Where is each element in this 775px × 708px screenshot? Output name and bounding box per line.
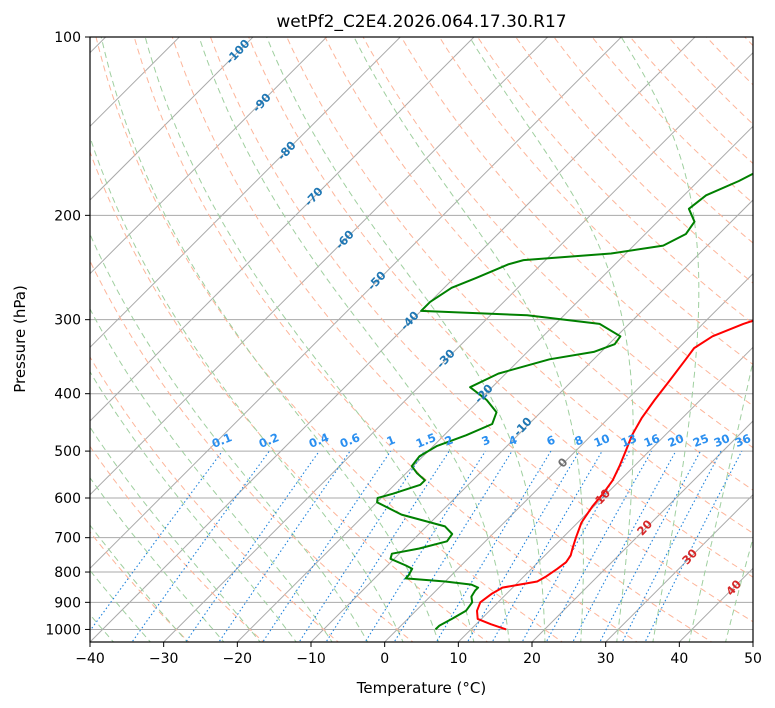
isotherm-line (90, 37, 475, 422)
moist-adiabat-line (198, 37, 510, 642)
dry-adiabat-line (515, 37, 753, 284)
mixing-ratio-line (621, 450, 722, 642)
x-tick-label: 40 (670, 651, 688, 667)
mixing-ratio-line (90, 450, 223, 632)
x-tick-label: −40 (75, 651, 105, 667)
mixing-ratio-line (218, 450, 351, 642)
dry-adiabat-line (90, 445, 265, 642)
y-tick-label: 500 (54, 444, 81, 460)
mixing-ratio-label: 25 (691, 431, 711, 450)
isotherm-line (90, 37, 623, 570)
y-tick-label: 300 (54, 313, 81, 329)
x-tick-label: −10 (296, 651, 326, 667)
mixing-ratio-line (364, 450, 486, 642)
dry-adiabat-line (133, 37, 638, 642)
moist-adiabat-line (266, 37, 546, 642)
dry-adiabat-line (95, 37, 564, 642)
moist-adiabat-line (90, 232, 369, 642)
moist-adiabat-line (90, 370, 297, 642)
plot-area (90, 37, 753, 642)
moist-adiabat-line (90, 135, 404, 642)
y-tick-label: 600 (54, 491, 81, 507)
x-tick-label: 50 (744, 651, 762, 667)
mixing-ratio-label: 13 (619, 431, 639, 450)
isotherm-line (90, 37, 549, 496)
x-tick-label: 30 (597, 651, 615, 667)
mixing-ratio-label: 10 (592, 431, 612, 450)
dry-adiabat-line (90, 259, 414, 642)
series-lines (376, 172, 753, 631)
isotherm-line (310, 199, 753, 642)
isotherm-line (383, 272, 753, 642)
isotherm-line (90, 37, 402, 349)
mixing-ratio-line (298, 450, 425, 642)
mixing-ratio-line (185, 450, 320, 642)
moist-adiabat-line (688, 358, 753, 642)
y-tick-label: 900 (54, 595, 81, 611)
y-tick-label: 400 (54, 387, 81, 403)
x-axis: −40 −30 −20 −10 0 10 20 30 40 50 (75, 642, 762, 667)
y-tick-label: 800 (54, 565, 81, 581)
dewpoint-line (376, 172, 753, 631)
moist-adiabat-line (353, 37, 584, 642)
x-tick-label: −20 (223, 651, 253, 667)
isotherm-line (90, 37, 254, 201)
moist-adiabat-line (469, 37, 634, 642)
moist-adiabat-line (90, 524, 188, 642)
mixing-ratio-label: 20 (666, 431, 686, 450)
isotherm-line (90, 37, 696, 642)
mixing-ratio-label: 30 (712, 431, 732, 450)
isotherm-line (90, 37, 328, 275)
isotherm-line (162, 51, 753, 642)
moist-adiabat-line (90, 476, 225, 642)
chart-title: wetPf2_C2E4.2026.064.17.30.R17 (276, 12, 566, 32)
x-tick-label: 10 (449, 651, 467, 667)
x-axis-label: Temperature (°C) (356, 679, 486, 697)
dry-adiabat-line (209, 37, 753, 623)
mixing-ratio-lines (90, 450, 743, 642)
y-axis-label: Pressure (hPa) (11, 285, 29, 393)
mixing-ratio-line (599, 450, 701, 642)
mixing-ratio-line (325, 450, 450, 642)
x-tick-label: −30 (149, 651, 179, 667)
y-tick-label: 100 (54, 30, 81, 46)
isotherm-grid (90, 37, 753, 642)
isotherm-line (531, 420, 753, 642)
isobar-grid (90, 37, 753, 630)
x-tick-label: 0 (380, 651, 389, 667)
x-tick-label: 20 (523, 651, 541, 667)
moist-adiabats (90, 37, 753, 642)
dry-adiabat-line (90, 150, 489, 642)
dry-adiabat-line (90, 356, 340, 642)
moist-adiabat-line (725, 536, 753, 642)
y-tick-label: 1000 (45, 622, 81, 638)
mixing-ratio-line (393, 450, 513, 642)
mixing-ratio-line (466, 450, 580, 642)
isotherm-line (90, 37, 181, 128)
moist-adiabat-line (90, 569, 152, 642)
plot-frame (89, 36, 754, 643)
temperature-line (476, 319, 753, 631)
moist-adiabat-line (100, 37, 440, 642)
mixing-ratio-line (262, 450, 392, 642)
mixing-ratio-label: 36 (733, 431, 753, 450)
mixing-ratio-line (572, 450, 677, 642)
mixing-ratio-line (131, 450, 270, 642)
moist-adiabat-line (144, 37, 475, 642)
y-axis: 1000 900 800 700 600 500 400 300 200 100 (45, 30, 90, 638)
moist-adiabat-line (90, 308, 333, 642)
isotherm-line (457, 346, 753, 642)
moist-adiabat-line (620, 37, 700, 642)
mixing-ratio-label: 16 (642, 431, 662, 450)
isotherm-line (604, 493, 753, 642)
moist-adiabat-line (90, 426, 261, 642)
dry-adiabats (90, 37, 753, 642)
y-tick-label: 700 (54, 531, 81, 547)
y-tick-label: 200 (54, 208, 81, 224)
